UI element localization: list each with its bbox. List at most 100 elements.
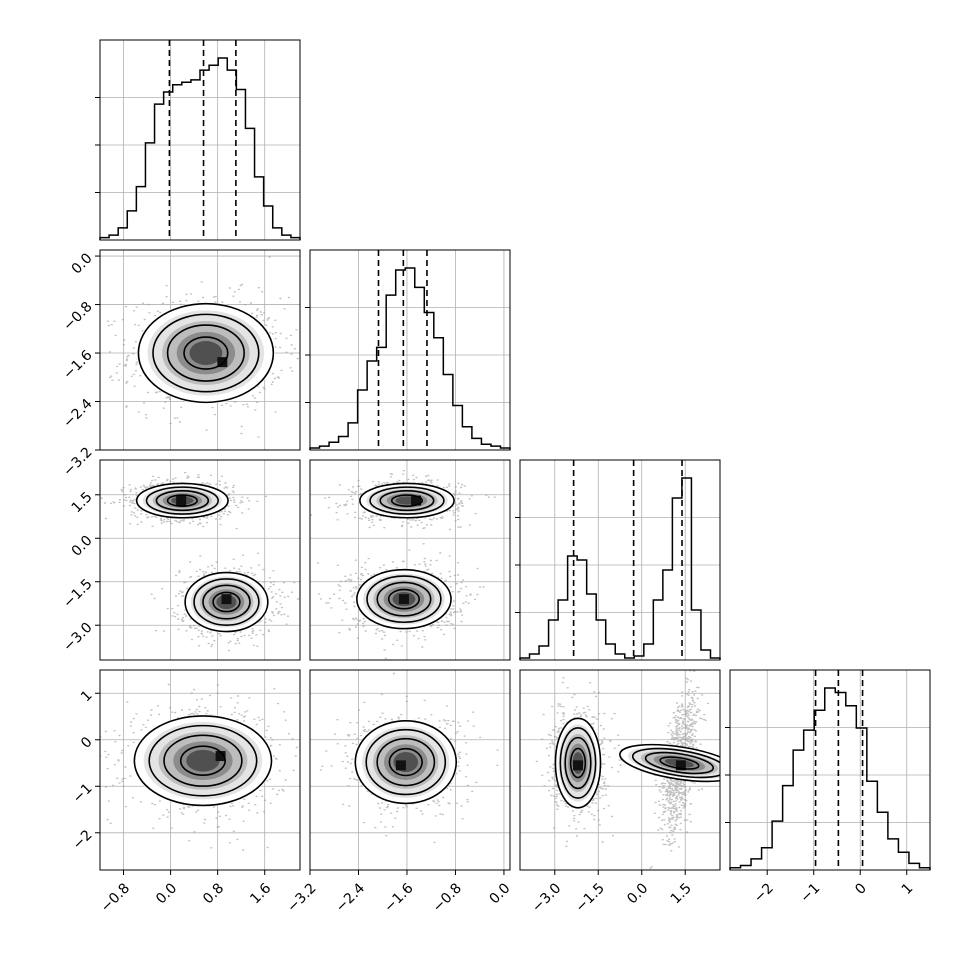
y-tick-label: −1.5: [60, 576, 95, 611]
y-tick-label: −1.6: [60, 347, 95, 382]
contour-line: [387, 588, 421, 610]
x-tick-label: −0.8: [98, 880, 133, 915]
y-tick-label: 0.0: [69, 533, 96, 560]
histogram-step: [309, 267, 511, 450]
x-tick-label: 0: [852, 880, 870, 898]
x-tick-label: 0.0: [624, 880, 651, 907]
y-tick-label: −3.2: [60, 444, 95, 479]
y-tick-label: 0: [78, 734, 96, 752]
y-tick-label: 0.0: [69, 250, 96, 277]
contour-line: [388, 747, 423, 777]
x-tick-label: 1.5: [668, 880, 695, 907]
contour-line: [193, 578, 260, 626]
contour-line: [564, 736, 592, 790]
contour-line: [659, 756, 700, 770]
pair-panel-1-0: [95, 249, 301, 451]
x-tick-label: 1: [899, 880, 917, 898]
contour-line: [554, 717, 602, 809]
contour-line: [390, 494, 424, 507]
density-peak: [221, 594, 232, 605]
contour-line: [137, 302, 275, 404]
contour-line: [369, 486, 445, 515]
density-shade: [189, 341, 223, 366]
contour-line: [212, 591, 241, 613]
panel-frame: [99, 39, 301, 241]
panel-bg: [730, 670, 930, 870]
density-peak: [675, 760, 686, 771]
contour-line: [354, 719, 458, 805]
contour-line: [184, 571, 269, 633]
density-peak: [217, 357, 228, 368]
panel-frame: [519, 669, 721, 871]
contour-line: [365, 728, 447, 796]
panel-frame: [99, 459, 301, 661]
contour-line: [376, 737, 436, 787]
density-peak: [411, 495, 422, 506]
contour-line: [376, 581, 432, 617]
y-tick-label: 1.5: [69, 489, 96, 516]
x-tick-label: −1.6: [381, 880, 416, 915]
density-peak: [398, 594, 409, 605]
y-tick-label: −1: [70, 781, 96, 807]
density-peak: [176, 495, 187, 506]
x-tick-label: 0.0: [153, 880, 180, 907]
contour-line: [644, 751, 715, 775]
x-tick-label: −0.8: [430, 880, 465, 915]
contour-line: [202, 584, 251, 620]
panel-bg: [520, 460, 720, 660]
hist-panel-1: [305, 249, 511, 451]
x-tick-label: −2.4: [333, 880, 368, 915]
pair-panel-3-1: [309, 669, 511, 875]
hist-panel-2: [515, 459, 721, 661]
contour-line: [356, 568, 452, 630]
contour-line: [179, 745, 226, 777]
contour-line: [379, 490, 435, 512]
pair-panel-3-0: [95, 669, 301, 875]
y-tick-label: −0.8: [60, 299, 95, 334]
x-tick-label: −1.5: [573, 880, 608, 915]
contour-line: [619, 743, 720, 783]
x-tick-label: −3.2: [284, 880, 319, 915]
hist-panel-3: [725, 669, 931, 871]
y-tick-label: −3.0: [60, 620, 95, 655]
y-tick-label: −2: [70, 827, 96, 853]
panel-frame: [729, 669, 931, 871]
contour-line: [163, 734, 243, 787]
panel-frame: [309, 459, 511, 661]
x-tick-label: −1: [797, 880, 823, 906]
contour-line: [569, 747, 587, 779]
density-peak: [572, 760, 583, 771]
x-tick-label: 1.6: [247, 880, 274, 907]
x-tick-label: −3.0: [529, 880, 564, 915]
contour-line: [155, 490, 210, 512]
panel-frame: [309, 669, 511, 871]
panel-frame: [99, 669, 301, 871]
pair-panel-3-2: [519, 669, 721, 875]
histogram-step: [519, 477, 721, 660]
density-peak: [395, 760, 406, 771]
panel-frame: [99, 249, 301, 451]
y-tick-label: 1: [78, 688, 96, 706]
density-peak: [215, 751, 226, 762]
contour-line: [145, 486, 219, 515]
pair-panel-2-1: [309, 459, 511, 661]
contour-line: [133, 715, 273, 807]
density-shade: [186, 749, 220, 772]
x-tick-label: 0.0: [486, 880, 513, 907]
contour-line: [559, 727, 597, 799]
histogram-step: [729, 687, 931, 870]
contour-line: [366, 575, 442, 624]
x-tick-label: 0.8: [200, 880, 227, 907]
y-tick-label: −2.4: [60, 396, 95, 431]
panel-frame: [309, 249, 511, 451]
contour-line: [166, 494, 198, 507]
panel-frame: [519, 459, 721, 661]
contour-line: [183, 336, 229, 370]
pair-panel-2-0: [95, 459, 301, 661]
hist-panel-0: [95, 39, 301, 241]
contour-line: [148, 724, 258, 797]
contour-line: [359, 482, 455, 519]
contour-line: [135, 482, 229, 519]
x-tick-label: −2: [751, 880, 777, 906]
